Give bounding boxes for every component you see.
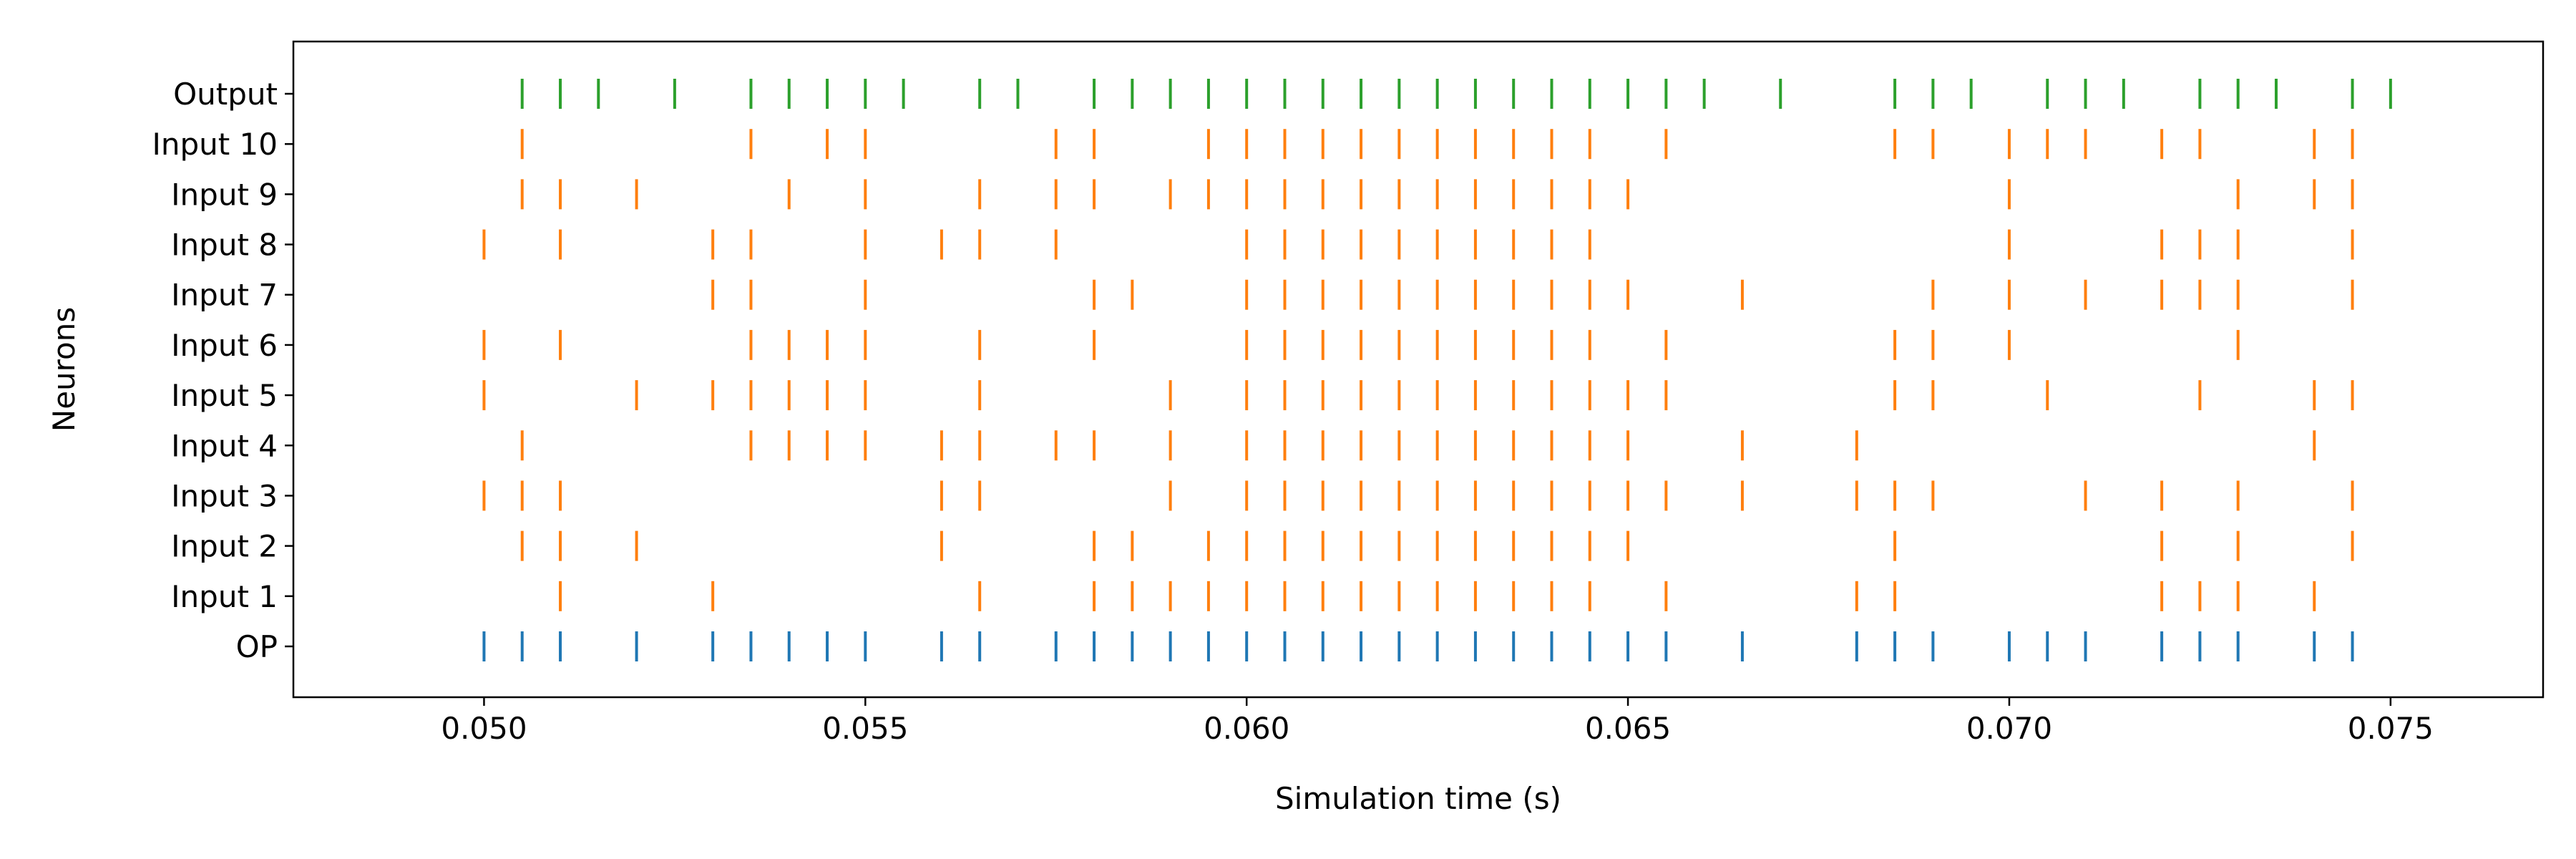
y-tick-label: Output (173, 77, 278, 112)
x-tick-label: 0.055 (822, 711, 908, 746)
x-tick-label: 0.070 (1966, 711, 2052, 746)
y-tick-label: OP (236, 629, 278, 664)
x-axis-title: Simulation time (s) (1275, 781, 1561, 816)
y-tick-label: Input 3 (171, 478, 278, 513)
y-tick-label: Input 7 (171, 278, 278, 313)
spike-marks (482, 79, 2392, 661)
x-tick-label: 0.050 (441, 711, 527, 746)
x-axis-ticks: 0.050 0.055 0.060 0.065 0.070 0.075 (441, 697, 2434, 746)
y-tick-label: Input 2 (171, 529, 278, 564)
y-tick-label: Input 1 (171, 579, 278, 614)
x-tick-label: 0.065 (1585, 711, 1671, 746)
y-tick-label: Input 10 (152, 127, 278, 162)
y-tick-label: Input 9 (171, 177, 278, 212)
y-tick-label: Input 4 (171, 428, 278, 463)
plot-frame (292, 40, 2545, 699)
y-tick-label: Input 6 (171, 328, 278, 363)
x-tick-label: 0.060 (1204, 711, 1289, 746)
y-tick-label: Input 5 (171, 378, 278, 413)
y-tick-label: Input 8 (171, 228, 278, 263)
y-axis-title: Neurons (47, 307, 82, 432)
x-tick-label: 0.075 (2348, 711, 2434, 746)
y-axis-ticks: OP Input 1 Input 2 Input 3 Input 4 Input 5 Inp… (152, 77, 293, 664)
